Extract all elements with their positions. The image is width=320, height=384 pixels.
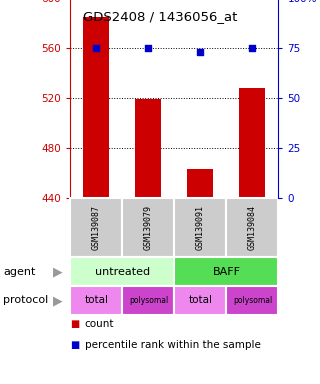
Text: ■: ■ — [70, 319, 80, 329]
Bar — [174, 286, 227, 315]
Bar — [227, 198, 278, 257]
Bar — [239, 88, 265, 198]
Bar — [70, 198, 123, 257]
Text: agent: agent — [3, 266, 36, 277]
Text: protocol: protocol — [3, 295, 48, 306]
Bar — [70, 257, 174, 286]
Text: ▶: ▶ — [53, 294, 62, 307]
Text: ▶: ▶ — [53, 265, 62, 278]
Bar — [188, 169, 213, 198]
Text: total: total — [84, 295, 108, 306]
Text: GSM139079: GSM139079 — [144, 205, 153, 250]
Text: untreated: untreated — [95, 266, 150, 277]
Text: GDS2408 / 1436056_at: GDS2408 / 1436056_at — [83, 10, 237, 23]
Bar — [84, 17, 109, 198]
Point — [198, 49, 203, 55]
Text: percentile rank within the sample: percentile rank within the sample — [85, 340, 261, 350]
Text: GSM139091: GSM139091 — [196, 205, 205, 250]
Text: GSM139087: GSM139087 — [92, 205, 101, 250]
Text: polysomal: polysomal — [233, 296, 272, 305]
Bar — [123, 286, 174, 315]
Point — [146, 45, 151, 51]
Text: total: total — [188, 295, 212, 306]
Point — [94, 45, 99, 51]
Bar — [70, 286, 123, 315]
Text: ■: ■ — [70, 340, 80, 350]
Bar — [135, 99, 161, 198]
Point — [250, 45, 255, 51]
Text: polysomal: polysomal — [129, 296, 168, 305]
Text: GSM139084: GSM139084 — [248, 205, 257, 250]
Bar — [174, 198, 227, 257]
Text: count: count — [85, 319, 114, 329]
Bar — [174, 257, 278, 286]
Bar — [227, 286, 278, 315]
Bar — [123, 198, 174, 257]
Text: BAFF: BAFF — [212, 266, 240, 277]
